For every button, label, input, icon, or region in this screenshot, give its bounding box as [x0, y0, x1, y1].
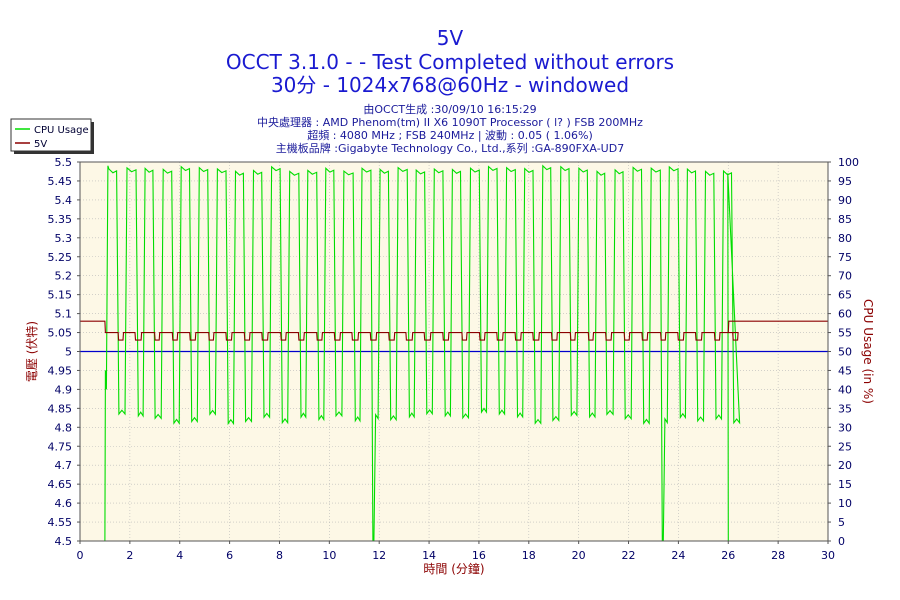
- y-left-tick-label: 5.1: [55, 308, 73, 321]
- x-tick-label: 2: [126, 549, 133, 562]
- y-left-tick-label: 5.2: [55, 270, 73, 283]
- y-left-tick-label: 4.75: [48, 440, 73, 453]
- x-tick-label: 30: [821, 549, 835, 562]
- x-tick-label: 22: [622, 549, 636, 562]
- y-right-tick-label: 90: [838, 194, 852, 207]
- x-tick-label: 10: [322, 549, 336, 562]
- y-left-tick-label: 5.25: [48, 251, 73, 264]
- info-processor: 中央處理器 : AMD Phenom(tm) II X6 1090T Proce…: [257, 116, 643, 129]
- x-tick-label: 6: [226, 549, 233, 562]
- y-left-tick-label: 5.5: [55, 156, 73, 169]
- y-right-tick-label: 55: [838, 327, 852, 340]
- y-right-tick-label: 15: [838, 478, 852, 491]
- y-right-tick-label: 95: [838, 175, 852, 188]
- legend-entry-5v: 5V: [34, 139, 47, 150]
- y-left-tick-label: 5: [65, 346, 72, 359]
- y-right-tick-label: 35: [838, 402, 852, 415]
- x-axis-label: 時間 (分鐘): [423, 561, 484, 576]
- y-left-tick-label: 4.5: [55, 535, 73, 548]
- x-tick-label: 4: [176, 549, 183, 562]
- y-right-tick-label: 65: [838, 289, 852, 302]
- chart-subtitle-test-status: OCCT 3.1.0 - - Test Completed without er…: [225, 50, 675, 74]
- y-right-tick-label: 100: [838, 156, 859, 169]
- y-right-tick-label: 20: [838, 459, 852, 472]
- y-right-tick-label: 5: [838, 516, 845, 529]
- x-tick-label: 8: [276, 549, 283, 562]
- info-motherboard: 主機板品牌 :Gigabyte Technology Co., Ltd.,系列 …: [275, 142, 625, 155]
- y-axis-left-label: 電壓 (伏特): [24, 321, 39, 382]
- chart-title: 5V: [436, 26, 464, 50]
- y-right-tick-label: 85: [838, 213, 852, 226]
- x-tick-label: 28: [771, 549, 785, 562]
- series-5v-line: [80, 320, 828, 341]
- y-right-tick-label: 10: [838, 497, 852, 510]
- y-right-tick-label: 25: [838, 440, 852, 453]
- x-tick-label: 20: [572, 549, 586, 562]
- y-right-tick-label: 80: [838, 232, 852, 245]
- info-generated: 由OCCT生成 :30/09/10 16:15:29: [363, 103, 537, 116]
- y-left-tick-label: 5.45: [48, 175, 73, 188]
- y-axis-right-label: CPU Usage (in %): [861, 299, 875, 404]
- legend-entry-cpu-usage: CPU Usage: [34, 125, 89, 136]
- y-left-tick-label: 5.4: [55, 194, 73, 207]
- x-tick-label: 18: [522, 549, 536, 562]
- y-left-tick-label: 5.35: [48, 213, 73, 226]
- y-left-tick-label: 4.85: [48, 402, 73, 415]
- x-tick-label: 26: [721, 549, 735, 562]
- axis-ticks: 0 2 4 6 8 10 12 14 16 18 20 22 24 26 28 304.54.554.64.6…: [48, 156, 860, 562]
- x-tick-label: 0: [77, 549, 84, 562]
- y-right-tick-label: 40: [838, 383, 852, 396]
- y-left-tick-label: 4.95: [48, 364, 73, 377]
- y-left-tick-label: 4.65: [48, 478, 73, 491]
- x-tick-label: 16: [472, 549, 486, 562]
- y-right-tick-label: 70: [838, 270, 852, 283]
- y-left-tick-label: 4.9: [55, 383, 73, 396]
- y-left-tick-label: 5.15: [48, 289, 73, 302]
- y-right-tick-label: 45: [838, 364, 852, 377]
- y-left-tick-label: 4.6: [55, 497, 73, 510]
- y-left-tick-label: 5.3: [55, 232, 73, 245]
- x-tick-label: 24: [671, 549, 685, 562]
- chart-subtitle-duration: 30分 - 1024x768@60Hz - windowed: [270, 73, 630, 97]
- y-right-tick-label: 50: [838, 346, 852, 359]
- y-left-tick-label: 5.05: [48, 327, 73, 340]
- x-tick-label: 12: [372, 549, 386, 562]
- y-right-tick-label: 75: [838, 251, 852, 264]
- x-tick-label: 14: [422, 549, 436, 562]
- info-overclock: 超頻 : 4080 MHz ; FSB 240MHz | 波動 : 0.05 (…: [307, 129, 593, 142]
- y-right-tick-label: 30: [838, 421, 852, 434]
- y-left-tick-label: 4.8: [55, 421, 73, 434]
- plot-frame: [79, 161, 829, 542]
- series-cpu-usage-line: [80, 164, 828, 542]
- y-right-tick-label: 60: [838, 308, 852, 321]
- legend: CPU Usage 5V: [10, 118, 94, 154]
- y-left-tick-label: 4.7: [55, 459, 73, 472]
- legend-box: [10, 118, 92, 152]
- y-left-tick-label: 4.55: [48, 516, 73, 529]
- y-right-tick-label: 0: [838, 535, 845, 548]
